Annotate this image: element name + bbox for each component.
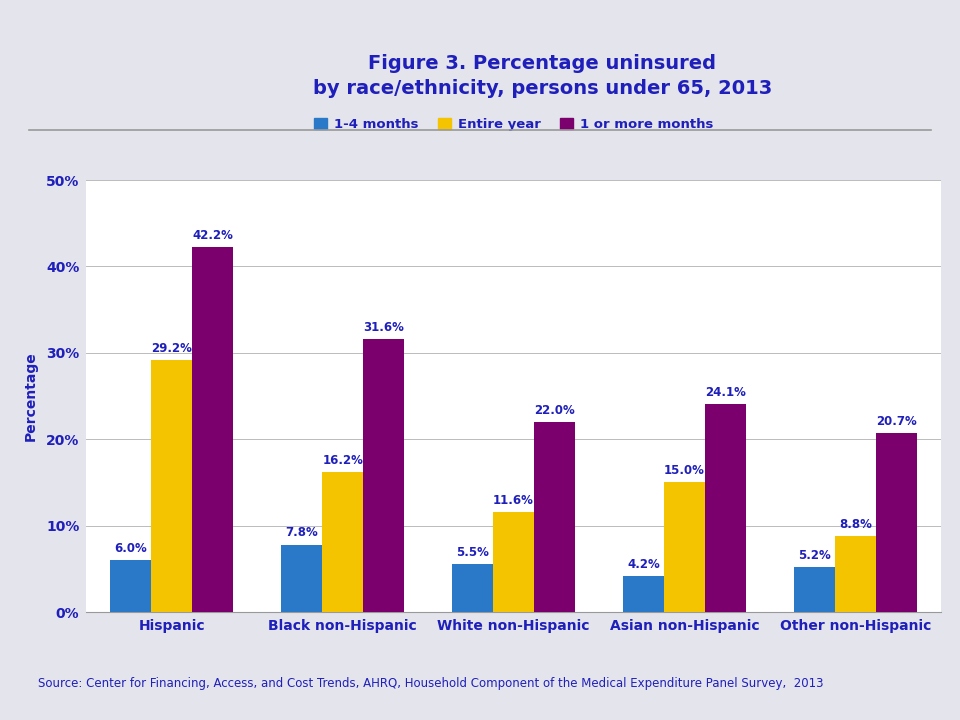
- Text: 5.5%: 5.5%: [456, 546, 489, 559]
- Y-axis label: Percentage: Percentage: [24, 351, 37, 441]
- Text: 5.2%: 5.2%: [798, 549, 830, 562]
- Text: 15.0%: 15.0%: [664, 464, 705, 477]
- Bar: [876, 433, 917, 612]
- Text: 29.2%: 29.2%: [152, 341, 192, 354]
- Bar: [835, 536, 876, 612]
- Bar: [452, 564, 493, 612]
- Bar: [493, 512, 534, 612]
- Bar: [110, 560, 152, 612]
- Bar: [192, 248, 233, 612]
- Bar: [281, 544, 323, 612]
- Text: 4.2%: 4.2%: [627, 557, 660, 570]
- Text: Figure 3. Percentage uninsured
by race/ethnicity, persons under 65, 2013: Figure 3. Percentage uninsured by race/e…: [313, 53, 772, 98]
- Text: 42.2%: 42.2%: [192, 229, 233, 242]
- Bar: [534, 422, 575, 612]
- Text: 22.0%: 22.0%: [534, 404, 575, 417]
- Text: 16.2%: 16.2%: [323, 454, 363, 467]
- Text: 7.8%: 7.8%: [285, 526, 318, 539]
- Text: 6.0%: 6.0%: [114, 542, 147, 555]
- Text: 31.6%: 31.6%: [363, 321, 404, 334]
- Text: 20.7%: 20.7%: [876, 415, 917, 428]
- Text: 11.6%: 11.6%: [493, 494, 534, 507]
- Bar: [664, 482, 705, 612]
- Bar: [705, 404, 746, 612]
- Bar: [323, 472, 363, 612]
- Text: 8.8%: 8.8%: [839, 518, 872, 531]
- Text: Source: Center for Financing, Access, and Cost Trends, AHRQ, Household Component: Source: Center for Financing, Access, an…: [38, 678, 824, 690]
- Legend: 1-4 months, Entire year, 1 or more months: 1-4 months, Entire year, 1 or more month…: [308, 113, 719, 137]
- Bar: [623, 576, 664, 612]
- Bar: [152, 360, 192, 612]
- Bar: [794, 567, 835, 612]
- Text: 24.1%: 24.1%: [705, 386, 746, 399]
- Bar: [363, 339, 404, 612]
